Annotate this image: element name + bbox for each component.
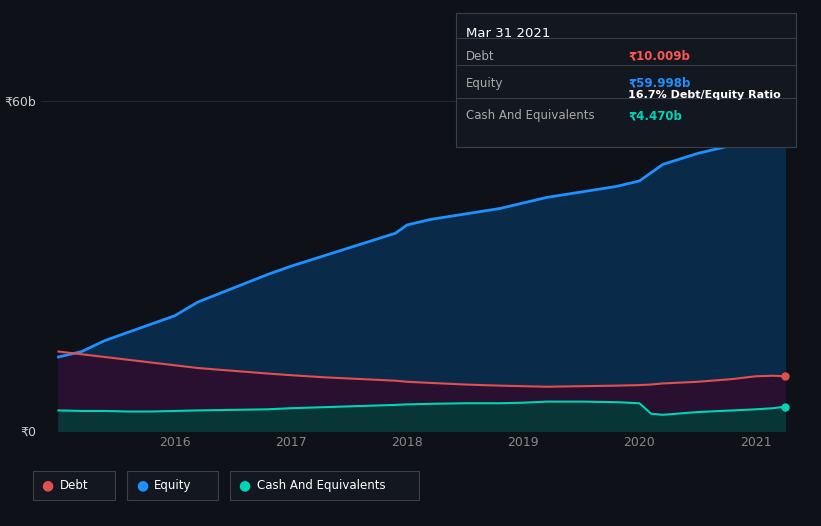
Text: Cash And Equivalents: Cash And Equivalents: [257, 479, 386, 492]
Text: 16.7% Debt/Equity Ratio: 16.7% Debt/Equity Ratio: [628, 89, 781, 100]
Text: ●: ●: [136, 478, 148, 492]
Text: ●: ●: [239, 478, 250, 492]
Text: Mar 31 2021: Mar 31 2021: [466, 27, 550, 39]
Text: ₹4.470b: ₹4.470b: [628, 109, 682, 122]
Text: Equity: Equity: [466, 77, 503, 89]
Text: ●: ●: [42, 478, 53, 492]
Text: Equity: Equity: [154, 479, 192, 492]
Text: ₹59.998b: ₹59.998b: [628, 77, 690, 89]
Text: Cash And Equivalents: Cash And Equivalents: [466, 109, 594, 122]
Text: ₹10.009b: ₹10.009b: [628, 50, 690, 63]
Text: Debt: Debt: [60, 479, 89, 492]
Text: Debt: Debt: [466, 50, 494, 63]
